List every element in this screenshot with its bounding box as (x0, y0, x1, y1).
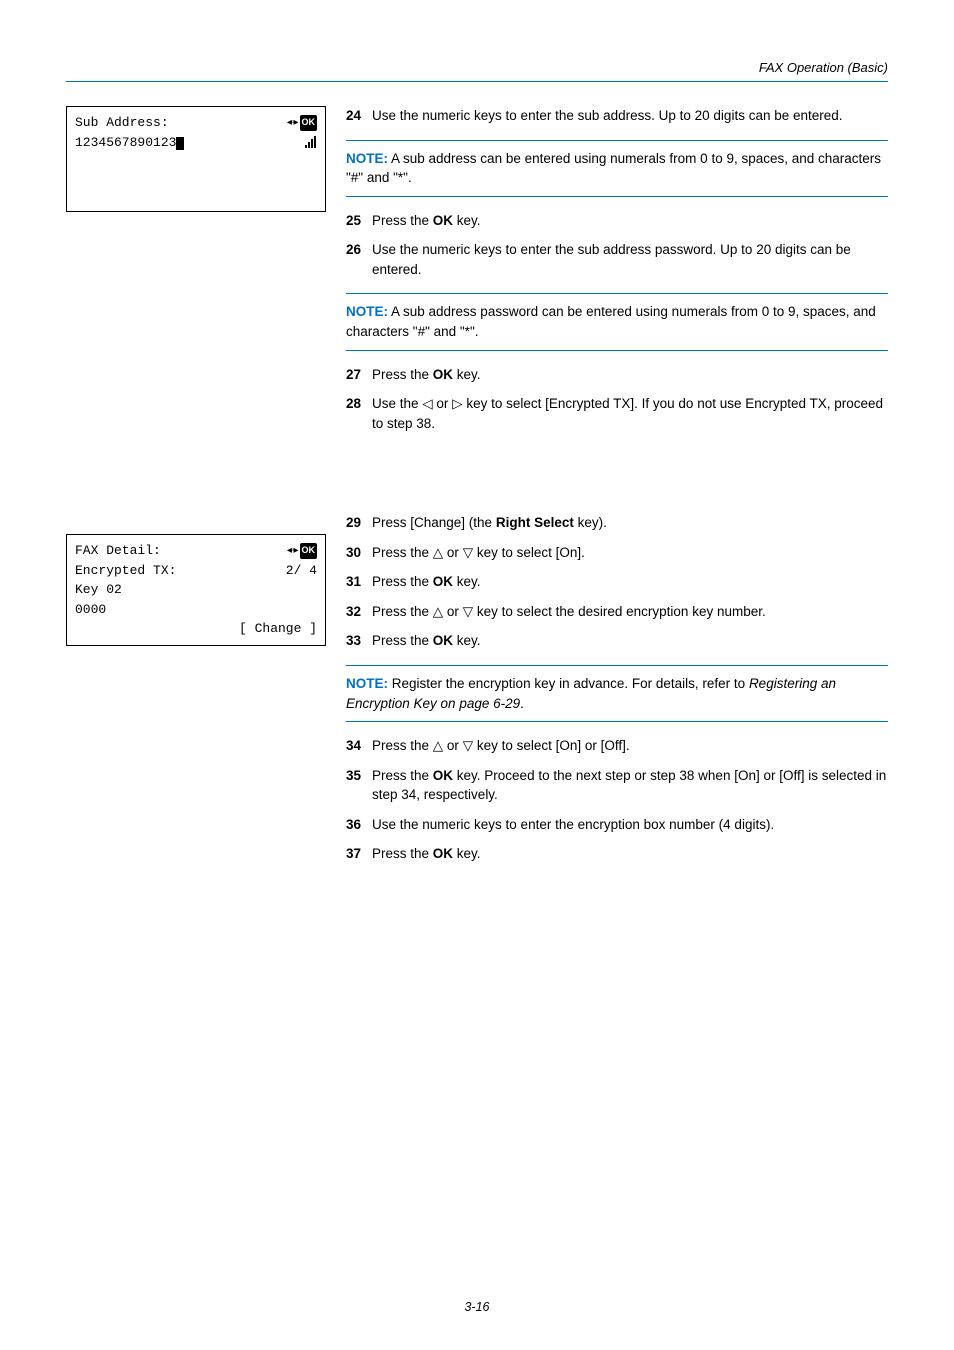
step-text: Press the △ or ▽ key to select [On] or [… (372, 736, 888, 756)
content-area: Sub Address: ◂◦▸ OK 1234567890123 (66, 106, 888, 874)
ok-icon: ◂◦▸ OK (287, 115, 317, 131)
lcd2-line1-left: FAX Detail: (75, 541, 161, 561)
lcd2-line4: 0000 (75, 600, 106, 620)
lcd1-line2-left: 1234567890123 (75, 133, 184, 153)
ok-badge-icon: OK (300, 543, 318, 559)
header-rule (66, 81, 888, 82)
step-26: 26 Use the numeric keys to enter the sub… (346, 240, 888, 279)
step-text: Press the △ or ▽ key to select the desir… (372, 602, 888, 622)
step-text: Press the △ or ▽ key to select [On]. (372, 543, 888, 563)
lcd2-line2-right: 2/ 4 (286, 561, 317, 581)
lcd-fax-detail: FAX Detail: ◂◦▸ OK Encrypted TX: 2/ 4 Ke… (66, 534, 326, 646)
lcd2-line3: Key 02 (75, 580, 122, 600)
note-label: NOTE: (346, 304, 388, 319)
step-number: 32 (346, 602, 372, 622)
step-number: 35 (346, 766, 372, 805)
lcd2-line2-left: Encrypted TX: (75, 561, 176, 581)
step-text: Use the numeric keys to enter the sub ad… (372, 106, 888, 126)
step-number: 27 (346, 365, 372, 385)
step-36: 36 Use the numeric keys to enter the enc… (346, 815, 888, 835)
step-34: 34 Press the △ or ▽ key to select [On] o… (346, 736, 888, 756)
step-number: 28 (346, 394, 372, 433)
note-2: NOTE: A sub address password can be ente… (346, 293, 888, 350)
step-number: 31 (346, 572, 372, 592)
step-24: 24 Use the numeric keys to enter the sub… (346, 106, 888, 126)
step-text: Press the OK key. (372, 631, 888, 651)
step-text: Press the OK key. (372, 211, 888, 231)
step-35: 35 Press the OK key. Proceed to the next… (346, 766, 888, 805)
header-section-title: FAX Operation (Basic) (66, 60, 888, 81)
step-text: Use the numeric keys to enter the sub ad… (372, 240, 888, 279)
step-number: 26 (346, 240, 372, 279)
step-33: 33 Press the OK key. (346, 631, 888, 651)
lcd1-line1-left: Sub Address: (75, 113, 169, 133)
cursor-icon (176, 137, 184, 150)
step-25: 25 Press the OK key. (346, 211, 888, 231)
nav-arrows-icon: ◂◦▸ (287, 543, 298, 558)
step-number: 36 (346, 815, 372, 835)
left-column: Sub Address: ◂◦▸ OK 1234567890123 (66, 106, 326, 874)
step-text: Press the OK key. (372, 572, 888, 592)
step-number: 25 (346, 211, 372, 231)
step-text: Press the OK key. Proceed to the next st… (372, 766, 888, 805)
step-30: 30 Press the △ or ▽ key to select [On]. (346, 543, 888, 563)
note-pre: Register the encryption key in advance. … (388, 676, 749, 691)
nav-arrows-icon: ◂◦▸ (287, 115, 298, 130)
note-1: NOTE: A sub address can be entered using… (346, 140, 888, 197)
spacer (66, 234, 326, 534)
step-text: Press the OK key. (372, 844, 888, 864)
step-27: 27 Press the OK key. (346, 365, 888, 385)
step-text: Press the OK key. (372, 365, 888, 385)
ok-icon: ◂◦▸ OK (287, 543, 317, 559)
step-number: 29 (346, 513, 372, 533)
step-32: 32 Press the △ or ▽ key to select the de… (346, 602, 888, 622)
step-number: 30 (346, 543, 372, 563)
step-number: 33 (346, 631, 372, 651)
step-29: 29 Press [Change] (the Right Select key)… (346, 513, 888, 533)
step-text: Use the ◁ or ▷ key to select [Encrypted … (372, 394, 888, 433)
spacer (346, 443, 888, 513)
step-31: 31 Press the OK key. (346, 572, 888, 592)
note-label: NOTE: (346, 676, 388, 691)
step-number: 37 (346, 844, 372, 864)
note-post: . (520, 696, 524, 711)
lcd-sub-address: Sub Address: ◂◦▸ OK 1234567890123 (66, 106, 326, 212)
signal-icon (305, 136, 317, 148)
note-text: A sub address password can be entered us… (346, 304, 876, 339)
step-number: 34 (346, 736, 372, 756)
note-text: A sub address can be entered using numer… (346, 151, 881, 186)
right-column: 24 Use the numeric keys to enter the sub… (346, 106, 888, 874)
ok-badge-icon: OK (300, 115, 318, 131)
page-number: 3-16 (0, 1300, 954, 1314)
step-text: Press [Change] (the Right Select key). (372, 513, 888, 533)
note-3: NOTE: Register the encryption key in adv… (346, 665, 888, 722)
step-37: 37 Press the OK key. (346, 844, 888, 864)
step-text: Use the numeric keys to enter the encryp… (372, 815, 888, 835)
step-number: 24 (346, 106, 372, 126)
step-28: 28 Use the ◁ or ▷ key to select [Encrypt… (346, 394, 888, 433)
lcd2-change-softkey: [ Change ] (239, 619, 317, 639)
